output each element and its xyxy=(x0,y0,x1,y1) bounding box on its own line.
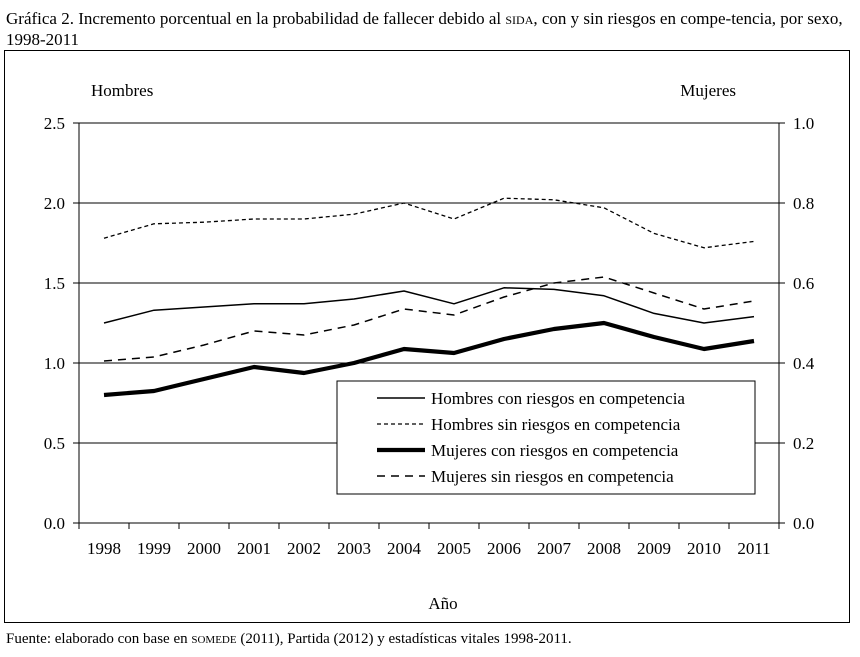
x-axis-title: Año xyxy=(428,594,457,613)
left-axis-title: Hombres xyxy=(91,81,153,100)
figure-caption: Gráfica 2. Incremento porcentual en la p… xyxy=(6,8,850,50)
x-tick-label: 1999 xyxy=(137,539,171,558)
caption-sida: sida xyxy=(505,9,534,28)
chart-frame: 0.0 0.5 1.0 1.5 2.0 2.5 0.0 0.2 0.4 0.6 0.8 1.0 1998… xyxy=(4,50,850,623)
y-left-tick-label: 1.5 xyxy=(44,274,65,293)
caption-text-1: Gráfica 2. Incremento porcentual en la p… xyxy=(6,9,506,28)
y-left-tick-label: 2.0 xyxy=(44,194,65,213)
x-tick-label: 2002 xyxy=(287,539,321,558)
source-text-2: (2011), Partida (2012) y estadísticas vi… xyxy=(236,631,572,647)
y-left-tick-label: 0.0 xyxy=(44,514,65,533)
series-line-3 xyxy=(103,320,755,398)
series-line-2 xyxy=(103,197,755,249)
caption-text-2: , con y sin riesgos en compe-tencia, por… xyxy=(6,9,843,49)
series-lines xyxy=(103,197,755,398)
x-tick-label: 2009 xyxy=(637,539,671,558)
y-right-tick-label: 0.4 xyxy=(793,354,815,373)
y-left-tick-label: 1.0 xyxy=(44,354,65,373)
y-right-tick-label: 0.2 xyxy=(793,434,814,453)
y-left-tick-label: 2.5 xyxy=(44,114,65,133)
x-tick-label: 2010 xyxy=(687,539,721,558)
y-left-tick-label: 0.5 xyxy=(44,434,65,453)
series-line-4 xyxy=(103,276,755,362)
axes: 0.0 0.5 1.0 1.5 2.0 2.5 0.0 0.2 0.4 0.6 0.8 1.0 1998… xyxy=(44,114,815,558)
source-text-1: Fuente: elaborado con base en xyxy=(6,631,192,647)
x-tick-label: 2006 xyxy=(487,539,521,558)
x-tick-label: 2005 xyxy=(437,539,471,558)
legend-label-2: Hombres sin riesgos en competencia xyxy=(431,415,681,434)
y-right-tick-label: 0.6 xyxy=(793,274,814,293)
legend-box xyxy=(336,380,756,495)
legend: Hombres con riesgos en competencia Hombre… xyxy=(336,380,756,495)
legend-label-1: Hombres con riesgos en competencia xyxy=(431,389,685,408)
series-line-1 xyxy=(103,287,755,324)
y-right-tick-label: 0.8 xyxy=(793,194,814,213)
x-tick-label: 2000 xyxy=(187,539,221,558)
x-tick-label: 2004 xyxy=(387,539,422,558)
y-right-tick-label: 1.0 xyxy=(793,114,814,133)
legend-label-3: Mujeres con riesgos en competencia xyxy=(431,441,679,460)
y-right-tick-label: 0.0 xyxy=(793,514,814,533)
source-note: Fuente: elaborado con base en somede (20… xyxy=(6,630,572,648)
legend-label-4: Mujeres sin riesgos en competencia xyxy=(431,467,674,486)
x-tick-label: 2003 xyxy=(337,539,371,558)
x-tick-label: 2001 xyxy=(237,539,271,558)
chart: 0.0 0.5 1.0 1.5 2.0 2.5 0.0 0.2 0.4 0.6 0.8 1.0 1998… xyxy=(44,81,815,613)
right-axis-title: Mujeres xyxy=(680,81,736,100)
x-tick-label: 2011 xyxy=(737,539,770,558)
x-tick-label: 2008 xyxy=(587,539,621,558)
source-somede: somede xyxy=(191,631,237,647)
x-tick-label: 2007 xyxy=(537,539,572,558)
x-tick-label: 1998 xyxy=(87,539,121,558)
